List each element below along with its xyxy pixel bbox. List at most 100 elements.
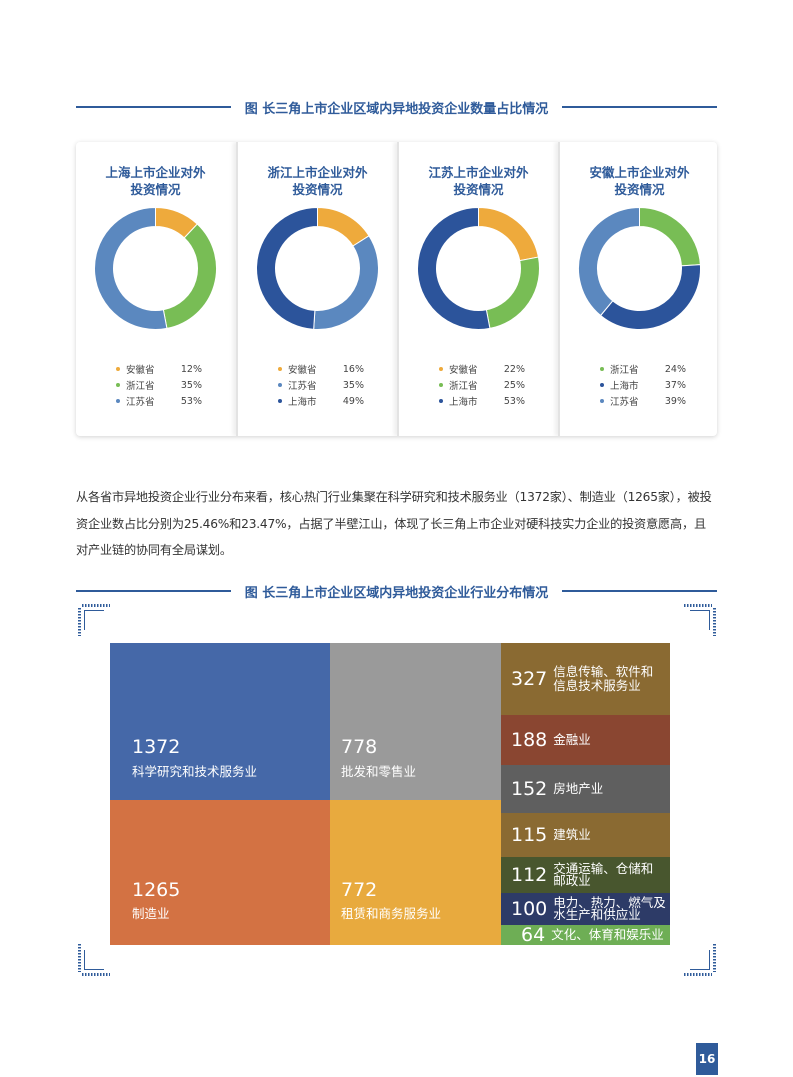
- cell-value: 327: [511, 668, 548, 690]
- legend-item: 安徽省 16%: [278, 361, 364, 377]
- donut-slice-0: [639, 206, 701, 267]
- donut-slice-1: [313, 235, 379, 330]
- donut-chart-panel: 上海上市企业对外 投资情况 安徽省 12% 浙江省 35% 江苏省 53% 浙江上市企…: [76, 142, 717, 436]
- cell-label: 交通运输、仓储和 邮政业: [553, 861, 654, 888]
- legend-value: 24%: [664, 363, 686, 375]
- figure2-title: 图 长三角上市企业区域内异地投资企业行业分布情况: [76, 580, 717, 602]
- legend-dot: [278, 367, 282, 371]
- legend-label: 江苏省: [288, 381, 317, 392]
- donut-slice-1: [485, 256, 540, 330]
- cell-label: 建筑业: [553, 827, 591, 842]
- treemap-cell-it: 327 信息传输、软件和 信息技术服务业: [501, 643, 670, 715]
- legend-item: 浙江省 35%: [116, 377, 202, 393]
- legend-value: 35%: [342, 379, 364, 391]
- cell-label-line1: 交通运输、仓储和: [553, 861, 654, 876]
- legend-label: 安徽省: [126, 365, 155, 376]
- legend-value: 22%: [503, 363, 525, 375]
- treemap-cell-utilities: 100 电力、热力、燃气及 水生产和供应业: [501, 893, 670, 925]
- cell-value: 188: [511, 729, 548, 751]
- legend-label: 安徽省: [449, 365, 478, 376]
- legend-value: 49%: [342, 395, 364, 407]
- figure2-title-text: 图 长三角上市企业区域内异地投资企业行业分布情况: [244, 585, 549, 601]
- cell-label: 金融业: [553, 732, 591, 747]
- cell-value: 152: [511, 778, 548, 800]
- cell-value: 772: [341, 879, 378, 901]
- legend-value: 12%: [180, 363, 202, 375]
- card-title-line1: 上海上市企业对外: [105, 165, 206, 180]
- cell-value: 115: [511, 824, 548, 846]
- corner-bracket-bottom-left: [78, 944, 110, 976]
- card-title: 江苏上市企业对外 投资情况: [409, 164, 548, 198]
- cell-label: 电力、热力、燃气及 水生产和供应业: [553, 896, 666, 921]
- card-jiangsu: 江苏上市企业对外 投资情况 安徽省 22% 浙江省 25% 上海市 53%: [397, 142, 558, 436]
- treemap-cell-realestate: 152 房地产业: [501, 765, 670, 813]
- cell-label: 科学研究和技术服务业: [132, 764, 258, 779]
- cell-label: 房地产业: [553, 781, 604, 796]
- body-paragraph: 从各省市异地投资企业行业分布来看，核心热门行业集聚在科学研究和技术服务业（137…: [76, 490, 712, 557]
- legend-item: 江苏省 39%: [600, 393, 686, 409]
- card-title: 上海上市企业对外 投资情况: [86, 164, 225, 198]
- legend-value: 53%: [503, 395, 525, 407]
- legend-anhui: 浙江省 24% 上海市 37% 江苏省 39%: [600, 361, 686, 409]
- legend-dot: [600, 383, 604, 387]
- donut-chart-shanghai: [94, 206, 217, 330]
- legend-dot: [600, 399, 604, 403]
- card-title-line1: 安徽上市企业对外: [589, 165, 690, 180]
- card-anhui: 安徽上市企业对外 投资情况 浙江省 24% 上海市 37% 江苏省 39%: [558, 142, 717, 436]
- legend-dot: [116, 367, 120, 371]
- treemap-cell-transport: 112 交通运输、仓储和 邮政业: [501, 857, 670, 893]
- card-title-line2: 投资情况: [453, 182, 504, 197]
- donut-chart-anhui: [578, 206, 701, 330]
- card-title: 浙江上市企业对外 投资情况: [248, 164, 387, 198]
- cell-value: 778: [341, 736, 378, 758]
- card-title-line2: 投资情况: [130, 182, 181, 197]
- cell-label: 信息传输、软件和 信息技术服务业: [553, 665, 653, 693]
- legend-dot: [439, 399, 443, 403]
- legend-value: 53%: [180, 395, 202, 407]
- legend-shanghai: 安徽省 12% 浙江省 35% 江苏省 53%: [116, 361, 202, 409]
- legend-label: 上海市: [449, 397, 478, 408]
- donut-slice-2: [256, 206, 318, 330]
- cell-label-line2: 邮政业: [553, 873, 591, 888]
- treemap-cell-leasing: 772 租赁和商务服务业: [330, 800, 501, 945]
- cell-label: 批发和零售业: [341, 764, 417, 779]
- donut-chart-zhejiang: [256, 206, 379, 330]
- legend-dot: [439, 367, 443, 371]
- corner-bracket-bottom-right: [684, 944, 716, 976]
- card-title: 安徽上市企业对外 投资情况: [570, 164, 709, 198]
- cell-value: 1372: [132, 736, 181, 758]
- card-shanghai: 上海上市企业对外 投资情况 安徽省 12% 浙江省 35% 江苏省 53%: [76, 142, 235, 436]
- legend-item: 上海市 53%: [439, 393, 525, 409]
- cell-value: 112: [511, 864, 548, 886]
- legend-dot: [278, 399, 282, 403]
- legend-item: 上海市 37%: [600, 377, 686, 393]
- cell-label: 文化、体育和娱乐业: [551, 927, 664, 942]
- title-rule-left: [76, 106, 231, 108]
- legend-value: 39%: [664, 395, 686, 407]
- legend-item: 安徽省 22%: [439, 361, 525, 377]
- cell-value: 1265: [132, 879, 181, 901]
- figure1-title: 图 长三角上市企业区域内异地投资企业数量占比情况: [76, 96, 717, 118]
- donut-slice-0: [478, 206, 540, 262]
- legend-label: 安徽省: [288, 365, 317, 376]
- legend-value: 35%: [180, 379, 202, 391]
- donut-slice-2: [94, 206, 168, 330]
- legend-label: 浙江省: [610, 365, 639, 376]
- treemap-cell-construction: 115 建筑业: [501, 813, 670, 857]
- legend-value: 16%: [342, 363, 364, 375]
- legend-item: 浙江省 24%: [600, 361, 686, 377]
- title-rule-right: [562, 590, 717, 592]
- legend-item: 浙江省 25%: [439, 377, 525, 393]
- donut-slice-2: [578, 206, 640, 317]
- legend-item: 江苏省 53%: [116, 393, 202, 409]
- legend-dot: [116, 399, 120, 403]
- legend-dot: [278, 383, 282, 387]
- title-rule-left: [76, 590, 231, 592]
- legend-dot: [439, 383, 443, 387]
- donut-chart-jiangsu: [417, 206, 540, 330]
- treemap-cell-manufacturing: 1265 制造业: [110, 800, 330, 945]
- legend-label: 上海市: [288, 397, 317, 408]
- page-number: 16: [696, 1043, 718, 1075]
- cell-label-line2: 信息技术服务业: [553, 678, 641, 693]
- treemap-cell-research: 1372 科学研究和技术服务业: [110, 643, 330, 800]
